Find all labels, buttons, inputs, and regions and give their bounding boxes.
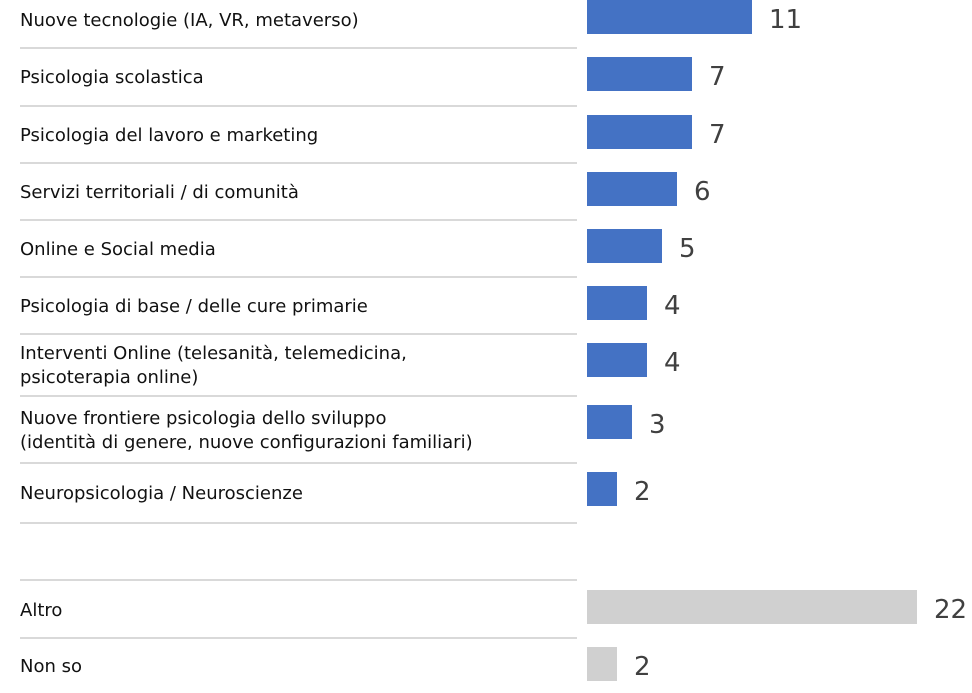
separator [20, 47, 577, 49]
category-label: Interventi Online (telesanità, telemedic… [20, 343, 407, 388]
bar [587, 0, 752, 34]
value-label: 11 [769, 5, 803, 35]
bar [587, 405, 632, 439]
category-label: Online e Social media [20, 238, 216, 260]
separator [20, 395, 577, 397]
bar [587, 590, 917, 624]
bar [587, 343, 647, 377]
separator [20, 579, 577, 581]
value-label: 22 [934, 595, 968, 625]
bar [587, 115, 692, 149]
separator [20, 637, 577, 639]
category-label: Nuove frontiere psicologia dello svilupp… [20, 407, 473, 453]
value-label: 7 [709, 120, 726, 150]
separator [20, 276, 577, 278]
bar [587, 57, 692, 91]
category-label: Neuropsicologia / Neuroscienze [20, 483, 303, 504]
value-label: 4 [664, 348, 681, 378]
value-label: 7 [709, 62, 726, 92]
category-label: Psicologia di base / delle cure primarie [20, 295, 368, 317]
bar [587, 172, 677, 206]
separator [20, 162, 577, 164]
separator [20, 105, 577, 107]
category-label: Nuove tecnologie (IA, VR, metaverso) [20, 9, 359, 31]
category-label: Psicologia scolastica [20, 67, 204, 88]
value-label: 4 [664, 291, 681, 321]
value-label: 5 [679, 234, 696, 264]
value-label: 2 [634, 652, 651, 682]
separator [20, 462, 577, 464]
category-label: Psicologia del lavoro e marketing [20, 124, 319, 146]
category-label: Servizi territoriali / di comunità [20, 181, 299, 203]
separator [20, 522, 577, 524]
bar [587, 286, 647, 320]
value-label: 2 [634, 477, 651, 507]
bar [587, 647, 617, 681]
bar [587, 229, 662, 263]
separator [20, 219, 577, 221]
separator [20, 333, 577, 335]
bar [587, 472, 617, 506]
value-label: 3 [649, 410, 666, 440]
category-label: Altro [20, 599, 63, 621]
category-label: Non so [20, 656, 82, 677]
value-label: 6 [694, 177, 711, 207]
